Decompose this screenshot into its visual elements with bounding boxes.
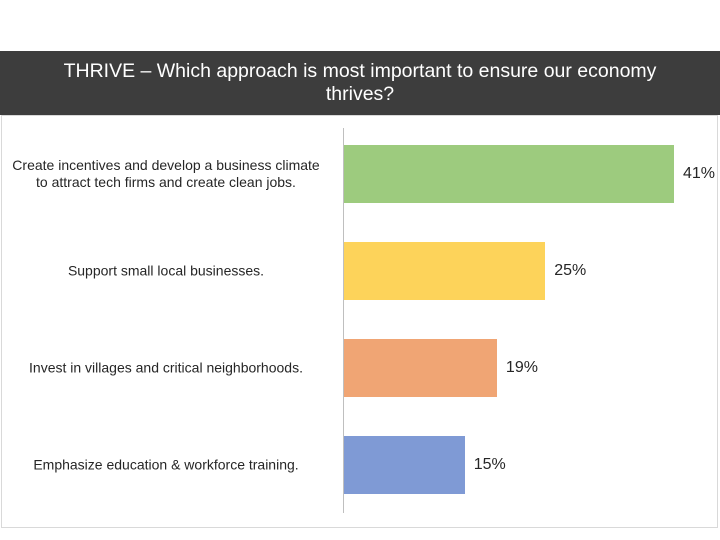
bar-1 [344,145,674,203]
value-label-4: 15% [473,456,506,473]
value-label-3: 19% [505,359,538,376]
value-label-1: 41% [683,165,716,182]
category-label-4: Emphasize education & workforce training… [33,456,299,473]
category-label-3: Invest in villages and critical neighbor… [29,359,303,376]
chart-frame [1,115,718,528]
value-label-2: 25% [554,262,587,279]
bar-3 [344,339,497,397]
bar-4 [344,436,465,494]
category-label-1: Create incentives and develop a business… [12,157,320,190]
chart-title: THRIVE – Which approach is most importan… [0,51,720,115]
bar-2 [344,242,546,300]
category-label-2: Support small local businesses. [67,262,265,279]
category-axis [343,128,344,513]
